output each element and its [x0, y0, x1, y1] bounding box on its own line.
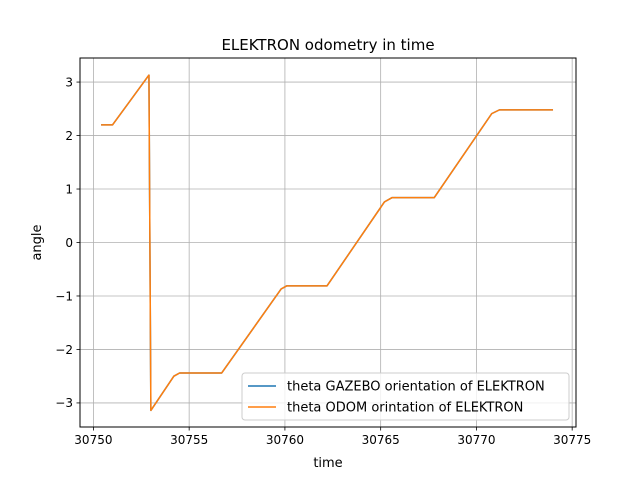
x-axis-label: time	[313, 456, 342, 471]
legend-label-odom: theta ODOM orintation of ELEKTRON	[287, 401, 523, 416]
x-tick-label: 30750	[74, 433, 112, 447]
series-line-odom	[101, 74, 554, 412]
series-layer	[101, 74, 554, 412]
y-tick-label: −1	[55, 289, 73, 303]
y-axis-label: angle	[30, 224, 45, 260]
x-tick-label: 30775	[553, 433, 591, 447]
y-tick-label: 3	[65, 75, 73, 89]
y-tick-label: −3	[55, 396, 73, 410]
x-tick-label: 30765	[362, 433, 400, 447]
x-tick-label: 30755	[170, 433, 208, 447]
legend: theta GAZEBO orientation of ELEKTRON the…	[241, 372, 570, 421]
y-tick-label: 1	[65, 182, 73, 196]
legend-box	[241, 372, 570, 421]
y-ticks: −3 −2 −1 0 1 2 3	[55, 75, 80, 410]
chart-title: ELEKTRON odometry in time	[221, 36, 434, 54]
y-tick-label: 2	[65, 129, 73, 143]
y-tick-label: 0	[65, 236, 73, 250]
x-tick-label: 30770	[457, 433, 495, 447]
x-ticks: 30750 30755 30760 30765 30770 30775	[74, 427, 591, 447]
x-tick-label: 30760	[266, 433, 304, 447]
legend-label-gazebo: theta GAZEBO orientation of ELEKTRON	[287, 380, 545, 395]
y-tick-label: −2	[55, 343, 73, 357]
grid-layer	[80, 58, 576, 427]
